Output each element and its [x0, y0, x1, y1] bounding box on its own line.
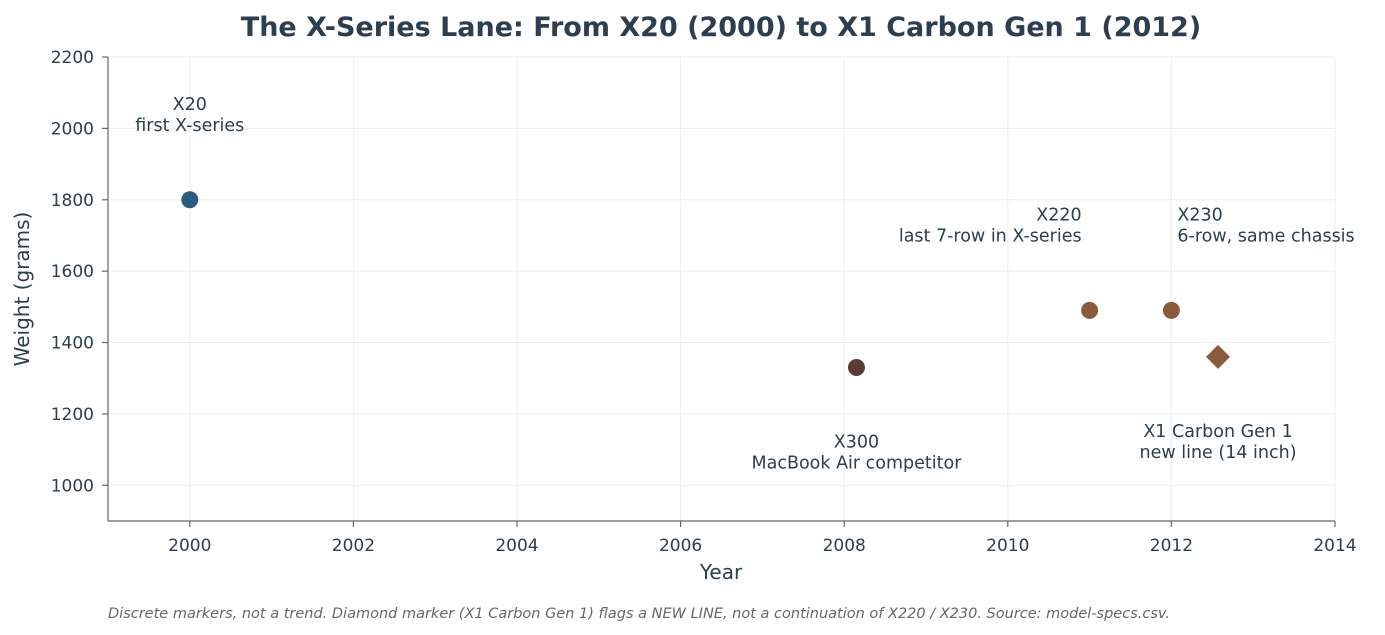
- annotation-x230: X230 6-row, same chassis: [1177, 205, 1354, 246]
- y-tick-label: 2000: [51, 119, 94, 139]
- y-tick-label: 1800: [51, 191, 94, 211]
- x-axis-label: Year: [699, 560, 743, 584]
- y-tick-label: 1200: [51, 405, 94, 425]
- footnote: Discrete markers, not a trend. Diamond m…: [108, 606, 1170, 622]
- grid-lines: [108, 56, 1336, 521]
- y-tick-label: 1400: [51, 334, 94, 354]
- x-tick-label: 2010: [986, 536, 1029, 556]
- x-tick-label: 2012: [1150, 536, 1193, 556]
- x-tick-label: 2000: [168, 536, 211, 556]
- point-x20: [181, 191, 199, 209]
- y-axis-label: Weight (grams): [10, 212, 34, 367]
- y-tick-label: 2200: [51, 48, 94, 68]
- annotation-x300: X300 MacBook Air competitor: [752, 433, 963, 474]
- data-points: [181, 191, 1231, 377]
- point-x1-carbon-gen-1: [1206, 344, 1231, 369]
- axes: 2000 2002 2004 2006 2008 2010 2012 2014 1000 1200…: [51, 48, 1357, 556]
- y-tick-label: 1600: [51, 262, 94, 282]
- annotation-x220: X220 last 7-row in X-series: [899, 205, 1082, 246]
- x-tick-label: 2008: [823, 536, 866, 556]
- annotation-x20: X20 first X-series: [135, 95, 244, 136]
- x-tick-label: 2002: [332, 536, 375, 556]
- annotations: X20 first X-series X300 MacBook Air competi…: [135, 95, 1354, 474]
- point-x300: [847, 359, 865, 377]
- x-tick-label: 2014: [1313, 536, 1356, 556]
- x-tick-label: 2006: [659, 536, 702, 556]
- chart-title: The X-Series Lane: From X20 (2000) to X1…: [241, 12, 1201, 43]
- y-tick-label: 1000: [51, 476, 94, 496]
- point-x230: [1162, 301, 1180, 319]
- point-x220: [1081, 301, 1099, 319]
- x-tick-label: 2004: [495, 536, 538, 556]
- annotation-x1-carbon-gen-1: X1 Carbon Gen 1 new line (14 inch): [1140, 422, 1297, 463]
